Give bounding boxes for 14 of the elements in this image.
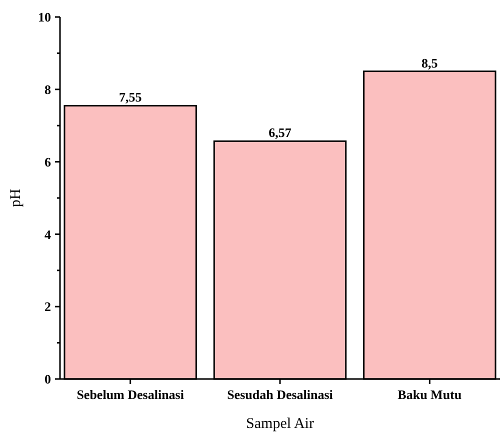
data-label: 6,57 bbox=[268, 125, 292, 140]
x-tick-label: Sesudah Desalinasi bbox=[227, 387, 334, 402]
data-label: 7,55 bbox=[118, 90, 142, 105]
y-tick-label: 0 bbox=[44, 372, 51, 387]
y-tick-label: 10 bbox=[38, 10, 51, 25]
y-tick-label: 8 bbox=[44, 82, 52, 97]
x-tick-label: Sebelum Desalinasi bbox=[76, 387, 184, 402]
y-tick-label: 6 bbox=[44, 154, 52, 170]
y-tick-label: 2 bbox=[44, 299, 51, 314]
y-tick-label: 4 bbox=[44, 226, 52, 242]
x-axis-title: Sampel Air bbox=[246, 416, 314, 432]
y-axis-title: pH bbox=[8, 188, 24, 208]
x-tick-label: Baku Mutu bbox=[398, 387, 462, 402]
data-label: 8,5 bbox=[422, 55, 438, 70]
